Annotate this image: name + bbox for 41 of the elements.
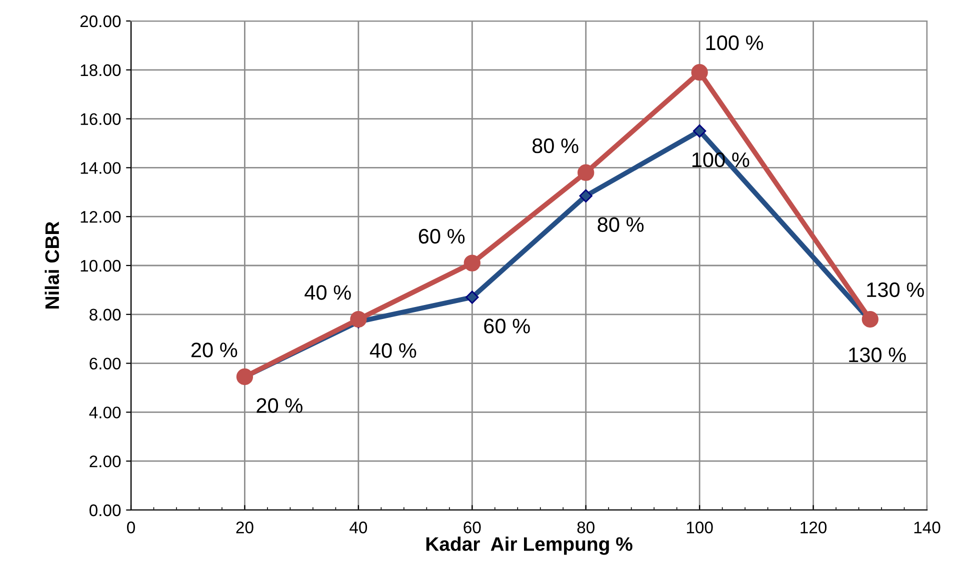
point (862, 310, 878, 328)
annotation: 130 % (867, 282, 924, 298)
y-tick-label: 2.00 (90, 456, 121, 468)
x-axis-title: Kadar Air Lempung % (426, 536, 632, 555)
x-tick-label: 140 (914, 522, 940, 534)
x-tick-label: 100 (686, 522, 713, 534)
y-tick-label: 6.00 (90, 358, 121, 370)
annotation: 60 % (484, 318, 530, 334)
y-tick-label: 10.00 (80, 260, 121, 272)
annotation: 130 % (849, 347, 906, 362)
y-axis-title: Nilai CBR (44, 222, 60, 308)
annotation: 40 % (304, 285, 351, 300)
x-tick-label: 120 (800, 522, 827, 534)
x-tick-label: 80 (577, 522, 594, 534)
point (691, 64, 708, 81)
y-tick-label: 16.00 (80, 113, 121, 126)
annotation: 80 % (598, 217, 644, 232)
y-tick-label: 8.00 (90, 308, 121, 321)
x-tick-label: 40 (350, 522, 368, 534)
y-tick-label: 18.00 (80, 64, 121, 76)
point (350, 310, 367, 328)
annotation: 60 % (418, 228, 465, 244)
y-tick-label: 14.00 (80, 162, 121, 174)
point (579, 189, 592, 202)
point (466, 290, 479, 304)
annotation: 20 % (256, 398, 302, 413)
y-tick-label: 0.00 (89, 504, 121, 516)
y-tick-label: 12.00 (80, 211, 121, 223)
point (692, 124, 706, 138)
x-tick-label: 60 (464, 522, 481, 534)
annotation: 80 % (532, 138, 578, 154)
y-tick-label: 20.00 (80, 15, 121, 28)
point (578, 164, 594, 181)
x-tick-label: 0 (127, 522, 135, 534)
x-tick-label: 20 (236, 522, 254, 534)
annotation: 100 % (692, 152, 750, 168)
annotation: 100 % (706, 35, 764, 50)
annotation: 20 % (191, 342, 238, 358)
y-tick-label: 4.00 (89, 406, 121, 418)
point (464, 254, 480, 272)
annotation: 40 % (370, 343, 416, 358)
